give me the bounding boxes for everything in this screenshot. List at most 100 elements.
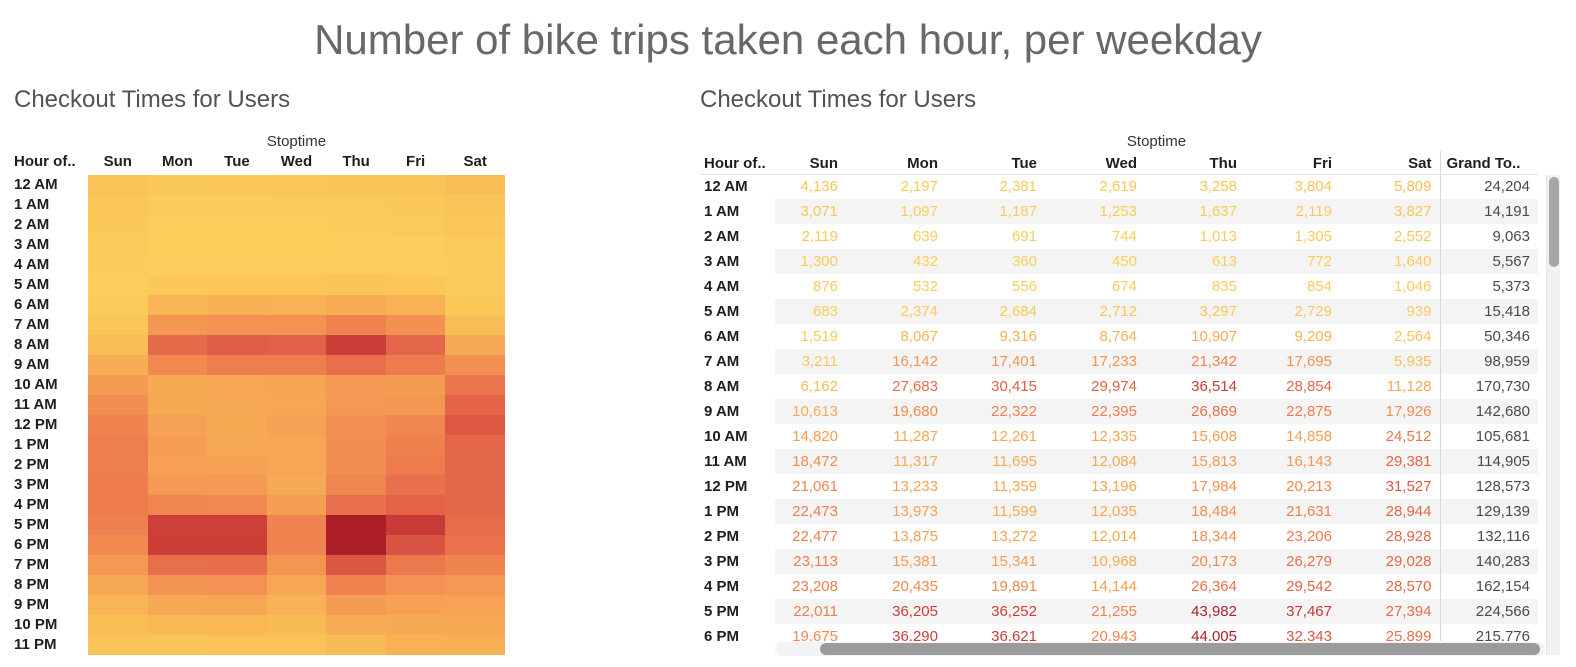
trip-count-cell[interactable]: 22,875 (1245, 399, 1340, 424)
heatmap-cell[interactable] (266, 595, 327, 615)
trip-count-cell[interactable]: 21,342 (1145, 349, 1245, 374)
trip-count-cell[interactable]: 3,071 (775, 199, 846, 224)
trip-count-cell[interactable]: 18,472 (775, 449, 846, 474)
trip-count-cell[interactable]: 360 (946, 249, 1045, 274)
day-column-header[interactable]: Sat (463, 153, 487, 170)
grand-total-cell[interactable]: 50,346 (1439, 324, 1538, 349)
trip-count-cell[interactable]: 26,364 (1191, 578, 1237, 595)
hour-row-header[interactable]: 10 PM (14, 616, 58, 633)
heatmap-cell[interactable] (326, 495, 386, 515)
day-column-header[interactable]: Wed (280, 153, 313, 170)
heatmap-cell[interactable] (445, 255, 505, 275)
hour-row-header[interactable]: 12 AM (14, 176, 58, 193)
trip-count-cell[interactable]: 13,272 (991, 528, 1037, 545)
trip-count-cell[interactable]: 674 (1111, 278, 1137, 295)
hour-row-header[interactable]: 9 AM (14, 356, 50, 373)
heatmap-cell[interactable] (147, 415, 208, 435)
trip-count-cell[interactable]: 432 (846, 249, 946, 274)
heatmap-cell[interactable] (445, 375, 505, 395)
heatmap-cell[interactable] (385, 195, 446, 215)
heatmap-cell[interactable] (266, 395, 327, 415)
heatmap-cell[interactable] (326, 215, 386, 235)
heatmap-cell[interactable] (326, 275, 386, 295)
heatmap-cell[interactable] (147, 495, 208, 515)
trip-count-cell[interactable]: 2,712 (1045, 299, 1145, 324)
trip-count-cell[interactable]: 1,640 (1340, 249, 1440, 274)
trip-count-cell[interactable]: 2,374 (846, 299, 946, 324)
heatmap-cell[interactable] (326, 555, 386, 575)
heatmap-cell[interactable] (326, 235, 386, 255)
day-column-header[interactable]: Wed (1045, 151, 1145, 175)
heatmap-cell[interactable] (445, 495, 505, 515)
trip-count-cell[interactable]: 27,683 (892, 378, 938, 395)
heatmap-cell[interactable] (326, 635, 386, 655)
heatmap-cell[interactable] (147, 515, 208, 535)
trip-count-cell[interactable]: 22,473 (775, 499, 846, 524)
heatmap-cell[interactable] (147, 295, 208, 315)
trip-count-cell[interactable]: 36,290 (892, 628, 938, 645)
heatmap-cell[interactable] (445, 535, 505, 555)
hour-row-header[interactable]: 1 PM (14, 436, 50, 453)
hour-row-header[interactable]: 4 PM (14, 496, 50, 513)
hour-row-header[interactable]: 10 AM (704, 428, 748, 445)
heatmap-cell[interactable] (266, 215, 327, 235)
heatmap-cell[interactable] (445, 415, 505, 435)
heatmap-cell[interactable] (207, 495, 267, 515)
heatmap-cell[interactable] (207, 555, 267, 575)
trip-count-cell[interactable]: 3,258 (1199, 178, 1237, 196)
heatmap-cell[interactable] (266, 275, 327, 295)
trip-count-cell[interactable]: 17,984 (1191, 478, 1237, 495)
heatmap-cell[interactable] (385, 595, 446, 615)
heatmap-cell[interactable] (326, 435, 386, 455)
trip-count-cell[interactable]: 14,858 (1286, 428, 1332, 445)
hour-row-header[interactable]: 2 PM (704, 528, 740, 545)
trip-count-cell[interactable]: 1,305 (1294, 228, 1332, 245)
heatmap-cell[interactable] (445, 355, 505, 375)
heatmap-cell[interactable] (445, 215, 505, 235)
hour-row-header[interactable]: 4 AM (14, 256, 50, 273)
hour-row-header[interactable]: 12 AM (704, 178, 748, 196)
trip-count-cell[interactable]: 36,514 (1191, 378, 1237, 395)
heatmap-cell[interactable] (88, 275, 148, 295)
heatmap-cell[interactable] (445, 595, 505, 615)
trip-count-cell[interactable]: 20,435 (892, 578, 938, 595)
heatmap-cell[interactable] (385, 215, 446, 235)
heatmap-cell[interactable] (207, 215, 267, 235)
hour-row-header[interactable]: 1 AM (704, 203, 740, 220)
trip-count-cell[interactable]: 21,061 (792, 478, 838, 495)
heatmap-cell[interactable] (385, 435, 446, 455)
trip-count-cell[interactable]: 22,011 (775, 599, 846, 624)
heatmap-cell[interactable] (385, 175, 446, 195)
heatmap-cell[interactable] (88, 535, 148, 555)
heatmap-cell[interactable] (385, 315, 446, 335)
trip-count-cell[interactable]: 16,142 (846, 349, 946, 374)
heatmap-cell[interactable] (266, 435, 327, 455)
heatmap-cell[interactable] (207, 575, 267, 595)
trip-count-cell[interactable]: 21,255 (1045, 599, 1145, 624)
hour-row-header[interactable]: 8 AM (704, 378, 740, 395)
heatmap-cell[interactable] (385, 355, 446, 375)
grand-total-cell[interactable]: 9,063 (1439, 224, 1538, 249)
heatmap-cell[interactable] (326, 595, 386, 615)
heatmap-cell[interactable] (266, 475, 327, 495)
heatmap-cell[interactable] (266, 575, 327, 595)
heatmap-cell[interactable] (88, 375, 148, 395)
heatmap-cell[interactable] (207, 535, 267, 555)
hour-row-header[interactable]: 6 PM (704, 628, 740, 645)
day-column-header[interactable]: Thu (342, 153, 370, 170)
heatmap-cell[interactable] (147, 475, 208, 495)
day-column-header[interactable]: Tue (224, 153, 250, 170)
grand-total-cell[interactable]: 162,154 (1439, 574, 1538, 599)
trip-count-cell[interactable]: 2,197 (900, 178, 938, 196)
grand-total-cell[interactable]: 142,680 (1439, 399, 1538, 424)
heatmap-cell[interactable] (147, 455, 208, 475)
trip-count-cell[interactable]: 2,684 (946, 299, 1045, 324)
trip-count-cell[interactable]: 2,552 (1393, 228, 1432, 245)
trip-count-cell[interactable]: 1,637 (1145, 199, 1245, 224)
heatmap-cell[interactable] (88, 435, 148, 455)
heatmap-cell[interactable] (266, 555, 327, 575)
trip-count-cell[interactable]: 17,926 (1340, 399, 1440, 424)
heatmap-cell[interactable] (207, 235, 267, 255)
heatmap-cell[interactable] (147, 315, 208, 335)
trip-count-cell[interactable]: 1,187 (946, 199, 1045, 224)
